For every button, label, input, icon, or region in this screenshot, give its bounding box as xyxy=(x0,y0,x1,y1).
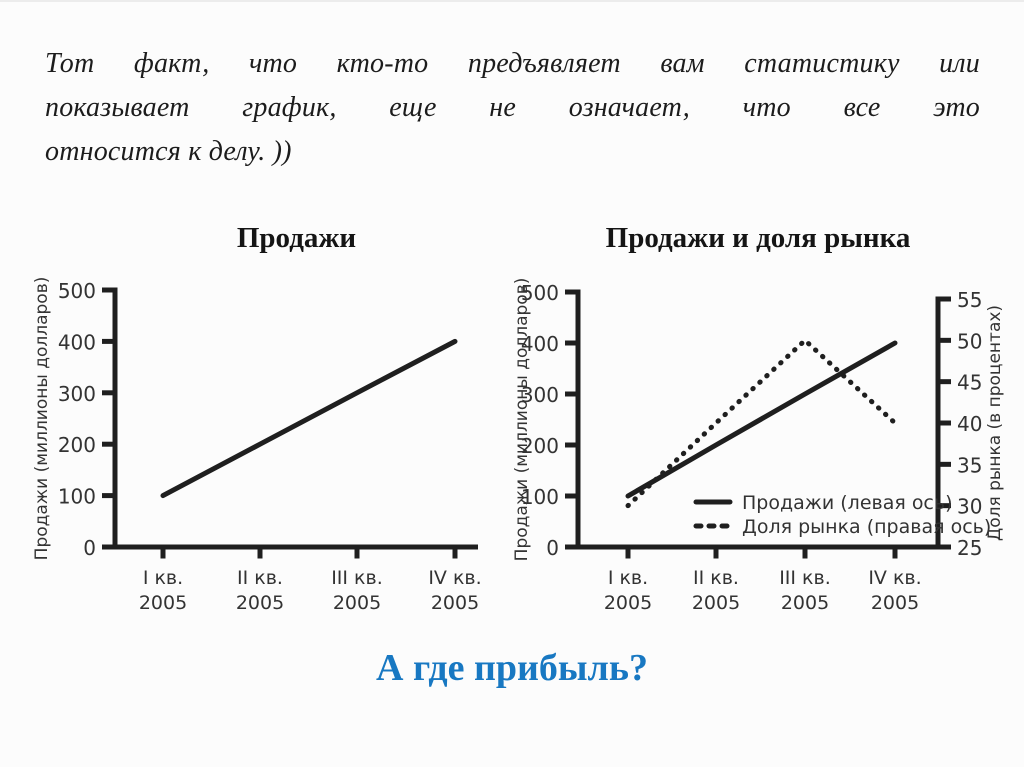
legend-label: Доля рынка (правая ось) xyxy=(742,516,991,538)
y-axis-left-tick-label: 100 xyxy=(521,485,559,509)
sales-chart: 0 100 200 300 400 500 I кв. 2005 II кв. 2005 III к… xyxy=(32,277,482,614)
y-axis-left-title: Продажи (миллионы долларов) xyxy=(512,278,532,562)
y-axis-left-tick-label: 400 xyxy=(521,332,559,356)
x-tick-label-year: 2005 xyxy=(781,592,829,614)
y-axis-left-tick-label: 0 xyxy=(546,536,559,560)
quote-line: относится к делу. )) xyxy=(45,136,292,167)
series-line-solid xyxy=(160,338,458,499)
x-tick-label-quarter: III кв. xyxy=(779,567,831,589)
y-axis-left-tick-label: 200 xyxy=(58,433,96,457)
x-tick-label-quarter: IV кв. xyxy=(428,567,481,589)
y-axis-left-tick-label: 0 xyxy=(83,536,96,560)
legend-label: Продажи (левая ось) xyxy=(742,492,953,514)
y-axis-left-tick-label: 500 xyxy=(521,281,559,305)
x-tick-label-year: 2005 xyxy=(236,592,284,614)
y-axis-right-tick-label: 50 xyxy=(957,329,982,353)
y-axis-left-tick-label: 400 xyxy=(58,330,96,354)
x-tick-label-quarter: I кв. xyxy=(143,567,183,589)
x-tick-label-year: 2005 xyxy=(871,592,919,614)
y-axis-right-tick-label: 30 xyxy=(957,495,982,519)
chart-title-sales-and-share: Продажи и доля рынка xyxy=(605,222,911,254)
y-axis-left-tick-label: 500 xyxy=(58,279,96,303)
y-axis-left-tick-label: 200 xyxy=(521,434,559,458)
x-tick-label-year: 2005 xyxy=(333,592,381,614)
y-axis-right-title: Доля рынка (в процентах) xyxy=(985,305,1005,541)
x-tick-label-year: 2005 xyxy=(431,592,479,614)
y-axis-right-tick-label: 35 xyxy=(957,453,982,477)
y-axis-left-tick-label: 100 xyxy=(58,485,96,509)
y-axis-left-tick-label: 300 xyxy=(521,383,559,407)
x-tick-label-year: 2005 xyxy=(139,592,187,614)
y-axis-right-tick-label: 55 xyxy=(957,288,982,312)
x-tick-label-quarter: III кв. xyxy=(331,567,383,589)
y-axis-right-tick-label: 25 xyxy=(957,536,982,560)
x-tick-label-year: 2005 xyxy=(604,592,652,614)
quote-paragraph: Тот факт, что кто-то предъявляет вам ста… xyxy=(45,42,980,174)
y-axis-right-tick-label: 40 xyxy=(957,412,982,436)
series-line-solid xyxy=(625,340,898,499)
series-line-dotted xyxy=(625,337,898,509)
x-tick-label-quarter: II кв. xyxy=(693,567,739,589)
quote-line: показывает график, еще не означает, что … xyxy=(45,92,980,123)
quote-line: Тот факт, что кто-то предъявляет вам ста… xyxy=(45,48,980,79)
x-tick-label-quarter: I кв. xyxy=(608,567,648,589)
x-tick-label-quarter: II кв. xyxy=(237,567,283,589)
x-tick-label-year: 2005 xyxy=(692,592,740,614)
question-text: А где прибыль? xyxy=(376,647,648,689)
x-tick-label-quarter: IV кв. xyxy=(868,567,921,589)
y-axis-right-tick-label: 45 xyxy=(957,371,982,395)
y-axis-left-title: Продажи (миллионы долларов) xyxy=(32,277,52,561)
y-axis-left-tick-label: 300 xyxy=(58,382,96,406)
sales-and-market-share-chart: 0 100 200 300 400 500 25 30 35 40 45 50 55 I кв. 2005 I… xyxy=(512,278,1005,614)
chart-title-sales: Продажи xyxy=(236,222,357,254)
